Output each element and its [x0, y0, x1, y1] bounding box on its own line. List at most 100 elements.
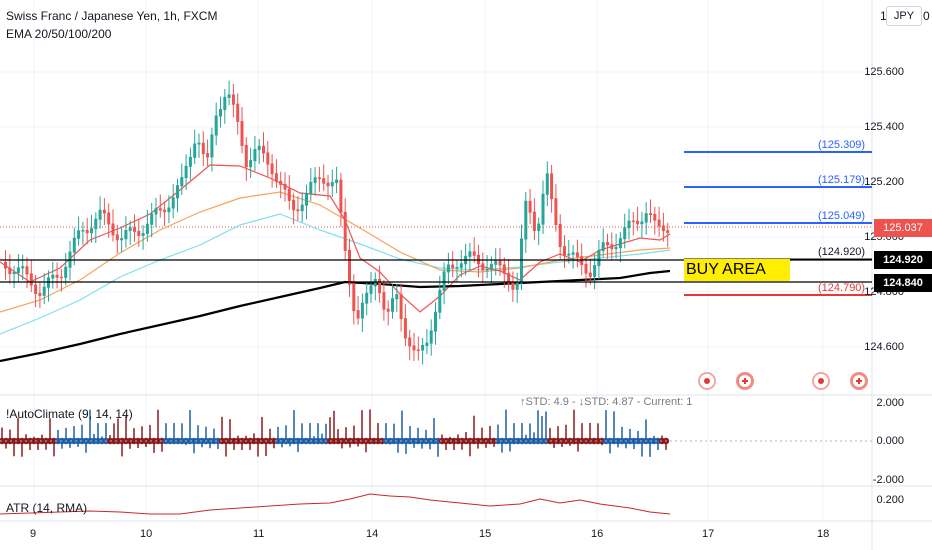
candle — [16, 267, 20, 274]
candle — [158, 208, 162, 211]
candle — [524, 200, 528, 240]
candle — [124, 229, 128, 240]
candle — [214, 115, 218, 136]
candle — [283, 183, 287, 190]
candle — [38, 293, 42, 296]
autoclimate-stats: ↑STD: 4.9 - ↓STD: 4.87 - Current: 1 — [520, 396, 693, 408]
candle — [356, 310, 360, 319]
candle — [287, 188, 291, 201]
candle — [606, 242, 609, 246]
candle — [231, 94, 235, 105]
candle — [442, 271, 446, 291]
candle — [382, 292, 386, 310]
candle — [403, 318, 407, 339]
candle — [296, 209, 300, 212]
candle — [636, 220, 640, 225]
candle — [468, 251, 472, 257]
candle — [391, 298, 394, 312]
time-label: 15 — [479, 528, 492, 540]
price-tick: 125.600 — [864, 66, 904, 78]
atr-title[interactable]: ATR (14, RMA) — [6, 501, 88, 515]
candle — [150, 213, 154, 225]
candle — [631, 220, 635, 223]
candle — [292, 199, 296, 211]
candle — [584, 263, 588, 274]
candle — [317, 177, 321, 180]
candles — [4, 80, 670, 365]
time-label: 10 — [140, 528, 153, 540]
ema-50-line — [0, 191, 671, 313]
candle — [446, 264, 450, 273]
candle — [472, 251, 476, 256]
candle — [322, 178, 326, 184]
candle — [193, 143, 197, 158]
candle — [184, 165, 188, 179]
candle — [240, 120, 244, 147]
candle — [309, 181, 313, 194]
candle — [537, 223, 541, 232]
time-label: 14 — [366, 528, 379, 540]
candle — [365, 292, 369, 304]
candle — [107, 212, 111, 225]
candle — [313, 177, 317, 183]
candle — [25, 266, 29, 275]
price-tick: 124.600 — [864, 341, 904, 353]
candle — [571, 252, 575, 255]
economic-event-icon[interactable] — [812, 372, 830, 390]
time-label: 17 — [702, 528, 715, 540]
autoclimate-tick: 2.000 — [876, 397, 904, 409]
candle — [253, 148, 257, 162]
candle — [360, 302, 364, 319]
buy-area-label[interactable]: BUY AREA — [684, 259, 790, 281]
fib-label: (124.790) — [818, 282, 866, 294]
candle — [4, 262, 7, 269]
candle — [115, 234, 119, 241]
currency-button[interactable]: JPY — [886, 6, 922, 26]
candle — [102, 209, 106, 214]
economic-event-icon[interactable] — [698, 372, 716, 390]
candle — [485, 268, 489, 271]
candle — [81, 229, 85, 232]
candle — [227, 94, 231, 98]
candle — [305, 192, 308, 206]
candle — [567, 253, 571, 256]
candle — [188, 156, 192, 167]
atr-line — [0, 493, 671, 515]
candle — [257, 145, 261, 150]
economic-event-icon[interactable] — [850, 372, 868, 390]
candle — [326, 182, 330, 187]
economic-event-icon[interactable] — [736, 372, 754, 390]
candle — [541, 193, 545, 225]
candle — [644, 213, 648, 223]
candle — [494, 260, 498, 265]
candle — [532, 211, 536, 232]
candle — [210, 134, 214, 158]
autoclimate-title[interactable]: !AutoClimate (9, 14, 14) — [6, 407, 133, 421]
candle — [262, 145, 265, 154]
candle — [610, 244, 614, 250]
candle — [94, 218, 98, 230]
ema-20-line — [0, 164, 671, 313]
price-axis-top-zero: 0 — [923, 9, 930, 23]
candle — [21, 266, 25, 269]
candle — [425, 342, 429, 346]
candle — [653, 214, 657, 221]
fib-label: (124.920) — [818, 246, 866, 258]
candle — [72, 237, 76, 253]
symbol-title[interactable]: Swiss Franc / Japanese Yen, 1h, FXCM — [6, 9, 218, 23]
candle — [395, 294, 399, 300]
candle — [399, 294, 403, 320]
candle — [614, 247, 618, 250]
candle — [223, 96, 227, 110]
autoclimate-tick: 0.000 — [876, 435, 904, 447]
candle — [666, 230, 670, 233]
ema-legend[interactable]: EMA 20/50/100/200 — [6, 27, 112, 41]
candle — [163, 209, 167, 213]
candle — [206, 153, 210, 158]
candle — [481, 263, 485, 271]
candle — [588, 272, 592, 277]
fib-label: (125.179) — [818, 174, 866, 186]
candle — [623, 227, 627, 240]
candle — [98, 209, 102, 220]
